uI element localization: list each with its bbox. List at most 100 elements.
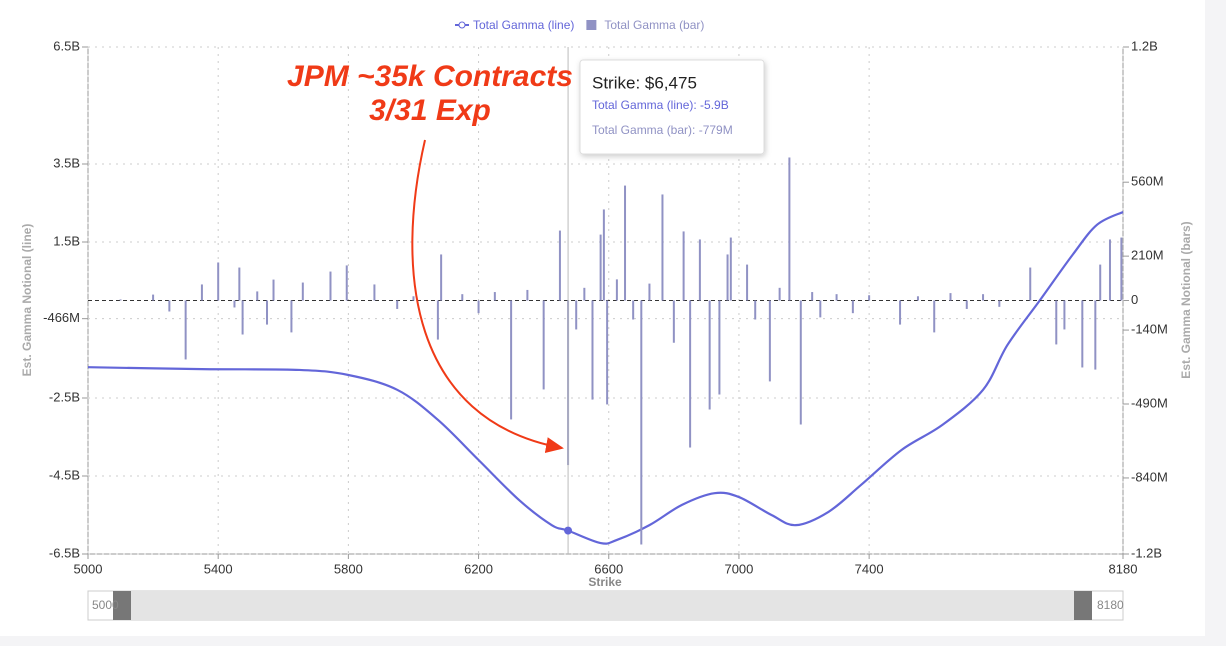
bar [266, 300, 269, 325]
x-tick-label: 5800 [334, 561, 363, 576]
bar [217, 262, 220, 301]
zoom-handle[interactable] [113, 591, 131, 620]
bar [272, 279, 275, 301]
bar [510, 300, 513, 420]
annotation-arrow [411, 139, 564, 453]
bar [615, 279, 618, 301]
y-tick-label: 6.5B [53, 38, 80, 53]
x-tick-label: 6600 [594, 561, 623, 576]
bar [726, 254, 729, 301]
zoom-window[interactable] [131, 591, 1092, 620]
bar [754, 300, 757, 320]
bar [648, 283, 651, 301]
bar [1108, 239, 1111, 301]
y-tick-label: 3.5B [53, 155, 80, 170]
y2-tick-label: -140M [1131, 322, 1168, 337]
bar [746, 264, 749, 301]
y-tick-label: -6.5B [49, 545, 80, 560]
tooltip-item: Total Gamma (line): -5.9B [592, 98, 729, 112]
y-tick-label: 1.5B [53, 233, 80, 248]
data-zoom[interactable]: 5000 8180 [87, 590, 1124, 621]
tooltip-item: Total Gamma (bar): -779M [592, 123, 733, 137]
bar [241, 300, 244, 335]
bar [436, 300, 439, 340]
bar [477, 300, 480, 314]
bar [1120, 237, 1123, 301]
bar [682, 231, 685, 301]
bar [965, 300, 968, 309]
bar [632, 300, 635, 320]
bar [819, 300, 822, 318]
legend-label: Total Gamma (bar) [604, 18, 704, 32]
bar [412, 296, 415, 301]
bar [606, 300, 609, 405]
bar [1094, 300, 1097, 370]
y-tick-label: -2.5B [49, 389, 80, 404]
bar [461, 294, 464, 301]
bar [933, 300, 936, 333]
x-tick-label: 7400 [855, 561, 884, 576]
bar [698, 239, 701, 301]
tooltip-box [579, 59, 765, 155]
y2-tick-label: 210M [1131, 248, 1164, 263]
bar [799, 300, 802, 425]
bar [583, 287, 586, 301]
bar [689, 300, 692, 448]
bar [591, 300, 594, 400]
bar [1055, 300, 1058, 345]
bar [290, 300, 293, 333]
y2-tick-label: -1.2B [1131, 545, 1162, 560]
legend-item[interactable]: Total Gamma (line) [455, 18, 574, 32]
tooltip-title: Strike: $6,475 [592, 73, 697, 92]
legend-item[interactable]: Total Gamma (bar) [586, 18, 704, 32]
bar [152, 294, 155, 301]
bar [200, 284, 203, 301]
y2-tick-label: -490M [1131, 395, 1168, 410]
bar [301, 282, 304, 301]
y2-tick-label: 1.2B [1131, 38, 1158, 53]
y-tick-label: -466M [43, 310, 80, 325]
bar [998, 300, 1001, 307]
bar [493, 292, 496, 301]
x-tick-label: 8180 [1109, 561, 1138, 576]
line [87, 210, 1124, 545]
bar [119, 299, 122, 301]
bar [640, 300, 643, 545]
annotation: 3/31 Exp [369, 94, 491, 127]
bar [949, 293, 952, 301]
zoom-start-label: 5000 [92, 598, 119, 612]
y2-axis-title: Est. Gamma Notional (bars) [1179, 221, 1193, 378]
bar [718, 300, 721, 395]
bar [1063, 300, 1066, 330]
bar [526, 289, 529, 301]
bar [661, 194, 664, 301]
bar [672, 300, 675, 343]
bar [835, 294, 838, 301]
bar [256, 291, 259, 301]
bar [373, 284, 376, 301]
bar [868, 295, 871, 301]
legend-swatch [586, 20, 597, 30]
y-tick-label: -4.5B [49, 467, 80, 482]
bar [851, 300, 854, 314]
y2-tick-label: 560M [1131, 174, 1164, 189]
bar [440, 254, 443, 301]
y2-tick-label: 0 [1131, 292, 1138, 307]
x-tick-label: 5000 [74, 561, 103, 576]
bar [708, 300, 711, 410]
bar [899, 300, 902, 325]
bar [575, 300, 578, 330]
x-tick-label: 5400 [204, 561, 233, 576]
y2-tick-label: -840M [1131, 469, 1168, 484]
bar [168, 300, 171, 312]
bar [1029, 267, 1032, 301]
bar [233, 300, 236, 308]
tooltip: Strike: $6,475 Total Gamma (line): -5.9B… [579, 59, 765, 155]
bar [788, 157, 791, 301]
bar [558, 230, 561, 301]
zoom-handle[interactable] [1074, 591, 1092, 620]
legend-swatch [458, 21, 466, 29]
bar [1099, 264, 1102, 301]
bar [916, 296, 919, 301]
bar [238, 267, 241, 301]
